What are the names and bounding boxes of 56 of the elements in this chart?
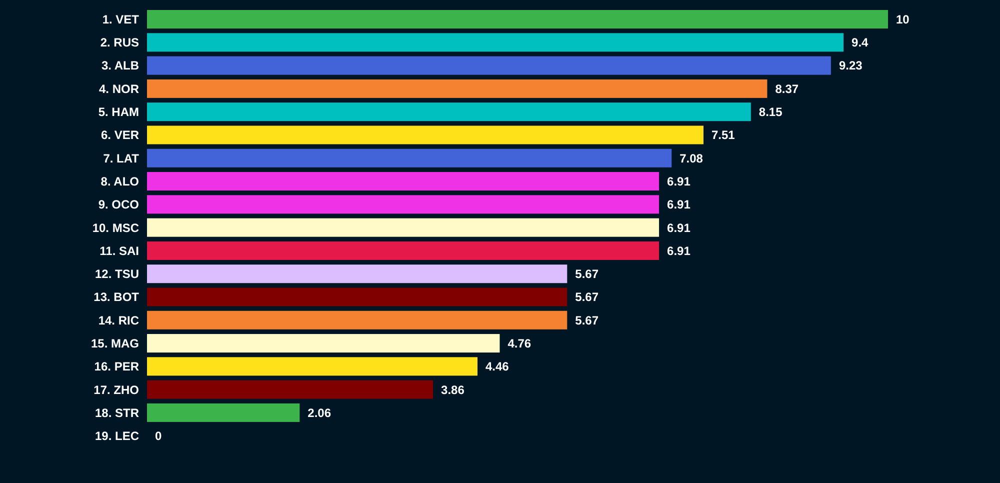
y-tick-label: 13. BOT	[94, 290, 140, 304]
y-tick-label: 3. ALB	[101, 58, 140, 73]
bar	[147, 79, 768, 98]
y-tick-label: 16. PER	[94, 360, 140, 374]
bar	[147, 288, 568, 306]
data-label: 0	[155, 429, 162, 444]
data-label: 3.86	[441, 382, 465, 397]
data-label: 10	[896, 12, 910, 26]
bar	[147, 334, 500, 353]
data-label: 5.67	[575, 313, 599, 328]
bar	[147, 264, 568, 284]
y-tick-label: 8. ALO	[100, 174, 139, 188]
bar	[147, 195, 660, 214]
data-label: 8.37	[775, 82, 799, 96]
data-label: 4.46	[485, 360, 510, 374]
y-tick-label: 15. MAG	[90, 336, 139, 350]
data-label: 8.15	[758, 105, 783, 120]
bar	[147, 241, 660, 260]
y-tick-label: 9. OCO	[98, 198, 139, 212]
bar	[147, 403, 300, 422]
data-label: 9.4	[852, 36, 869, 50]
y-tick-label: 14. RIC	[98, 313, 140, 328]
y-tick-label: 12. TSU	[94, 267, 139, 282]
bar	[147, 310, 568, 330]
bar	[147, 10, 888, 29]
bar	[147, 148, 672, 168]
y-tick-label: 4. NOR	[98, 82, 140, 96]
data-label: 2.06	[308, 406, 332, 420]
bar	[147, 102, 751, 122]
y-tick-label: 10. MSC	[92, 220, 140, 235]
y-tick-label: 17. ZHO	[94, 382, 139, 397]
bar	[147, 380, 434, 399]
data-label: 6.91	[667, 220, 691, 235]
data-label: 4.76	[508, 336, 532, 350]
y-tick-label: 2. RUS	[100, 36, 139, 50]
data-label: 7.08	[680, 151, 704, 166]
y-tick-label: 7. LAT	[103, 151, 140, 166]
data-label: 7.51	[711, 128, 736, 142]
y-tick-label: 18. STR	[94, 406, 140, 420]
bar	[147, 56, 831, 75]
data-label: 5.67	[575, 267, 599, 282]
data-label: 6.91	[667, 174, 691, 188]
y-tick-label: 1. VET	[102, 12, 140, 26]
data-label: 5.67	[575, 290, 599, 304]
bar	[147, 357, 478, 376]
bar	[147, 33, 844, 52]
y-tick-label: 5. HAM	[98, 105, 139, 120]
bar	[147, 218, 660, 237]
data-label: 6.91	[667, 198, 691, 212]
bar	[147, 126, 704, 144]
y-tick-label: 11. SAI	[100, 244, 139, 258]
data-label: 6.91	[667, 244, 691, 258]
bar	[147, 172, 660, 191]
data-label: 9.23	[838, 58, 863, 73]
y-tick-label: 6. VER	[100, 128, 140, 142]
y-tick-label: 19. LEC	[94, 429, 140, 444]
